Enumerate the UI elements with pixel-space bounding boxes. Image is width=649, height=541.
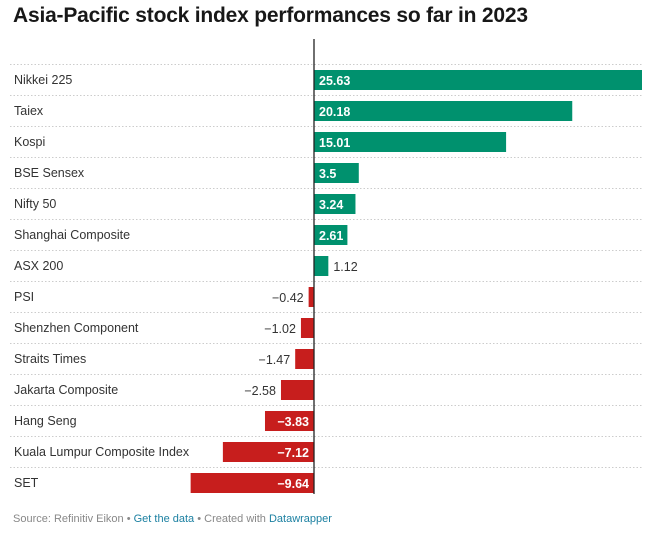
bar	[314, 101, 573, 121]
value-label: −2.58	[244, 384, 276, 398]
bar	[314, 194, 356, 214]
category-label: Straits Times	[14, 352, 86, 366]
value-label: −7.12	[277, 446, 309, 460]
value-label: −1.47	[259, 353, 291, 367]
get-data-link[interactable]: Get the data	[133, 513, 195, 525]
bar	[314, 132, 507, 152]
value-label: 25.63	[319, 74, 350, 88]
bar	[295, 349, 314, 369]
category-label: Shenzhen Component	[14, 321, 139, 335]
chart-title: Asia-Pacific stock index performances so…	[13, 4, 528, 27]
value-label: 1.12	[333, 260, 357, 274]
bar	[300, 318, 314, 338]
value-label: −9.64	[277, 477, 309, 491]
category-label: Jakarta Composite	[14, 383, 118, 397]
category-label: Taiex	[14, 104, 44, 118]
value-label: −0.42	[272, 291, 304, 305]
category-label: BSE Sensex	[14, 166, 85, 180]
bar	[264, 411, 314, 431]
source-text: Source: Refinitiv Eikon •	[13, 513, 134, 525]
bar	[314, 70, 642, 90]
category-label: Kuala Lumpur Composite Index	[14, 445, 190, 459]
category-label: PSI	[14, 290, 34, 304]
value-label: 15.01	[319, 136, 350, 150]
created-text: • Created with	[194, 513, 269, 525]
value-label: 20.18	[319, 105, 350, 119]
bar	[314, 256, 329, 276]
footer: Source: Refinitiv Eikon • Get the data •…	[13, 513, 332, 525]
bar	[314, 225, 348, 245]
bar	[314, 163, 359, 183]
category-label: Hang Seng	[14, 414, 77, 428]
value-label: −3.83	[277, 415, 309, 429]
category-label: Kospi	[14, 135, 45, 149]
bar	[190, 473, 314, 493]
datawrapper-link[interactable]: Datawrapper	[268, 513, 332, 525]
value-label: 2.61	[319, 229, 343, 243]
category-label: SET	[14, 476, 39, 490]
category-label: Shanghai Composite	[14, 228, 130, 242]
bar	[308, 287, 314, 307]
bar	[280, 380, 314, 400]
category-label: Nifty 50	[14, 197, 56, 211]
category-label: Nikkei 225	[14, 73, 72, 87]
bar	[222, 442, 314, 462]
category-label: ASX 200	[14, 259, 63, 273]
value-label: −1.02	[264, 322, 296, 336]
value-label: 3.24	[319, 198, 343, 212]
value-label: 3.5	[319, 167, 336, 181]
